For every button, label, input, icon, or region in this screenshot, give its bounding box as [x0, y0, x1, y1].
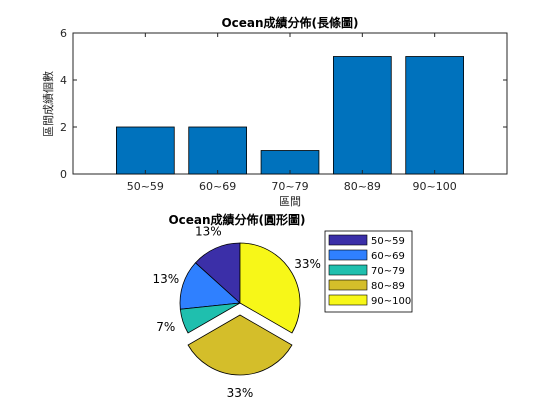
bar-marks	[116, 56, 465, 175]
pie-slice	[187, 314, 293, 376]
legend-entry: 90~100	[371, 296, 411, 307]
legend-swatch	[328, 234, 368, 246]
bar	[405, 56, 465, 175]
pie-slices	[179, 242, 301, 376]
legend-entry: 80~89	[371, 281, 405, 292]
bar-chart-title: Ocean成績分佈(長條圖)	[221, 15, 358, 30]
pie-labels: 13% 13% 7% 33% 33%	[152, 225, 320, 400]
bar-xlabel: 區間	[279, 195, 301, 208]
y-tick-label: 2	[60, 121, 67, 134]
x-tick-label: 90~100	[413, 180, 457, 193]
pie-percent-label: 7%	[156, 320, 175, 334]
y-tick-label: 4	[60, 74, 67, 87]
pie-chart-title: Ocean成績分佈(圓形圖)	[168, 212, 305, 227]
bar	[116, 126, 175, 175]
legend-entry: 70~79	[371, 266, 405, 277]
x-tick-label: 60~69	[199, 180, 236, 193]
legend-swatch	[328, 264, 368, 276]
y-tick-label: 6	[60, 27, 67, 40]
x-tick-label: 80~89	[344, 180, 381, 193]
bar	[188, 126, 248, 175]
pie-legend: 50~59 60~69 70~79 80~89 90~100	[324, 230, 413, 313]
x-tick-label: 50~59	[127, 180, 164, 193]
legend-entry: 50~59	[371, 236, 405, 247]
pie-percent-label: 33%	[227, 386, 254, 400]
bar-chart: Ocean成績分佈(長條圖) 50~59 60~69 70~79 80~89 90~10…	[41, 15, 508, 208]
pie-percent-label: 13%	[152, 272, 179, 286]
legend-swatch	[328, 249, 368, 261]
pie-chart: Ocean成績分佈(圓形圖) 13% 13% 7% 33% 33% 50~59 60~69…	[152, 212, 413, 400]
bar-ylabel: 區間成績個數	[41, 71, 55, 137]
y-tick-label: 0	[60, 168, 67, 181]
legend-swatch	[328, 279, 368, 291]
pie-slice	[239, 242, 301, 334]
pie-percent-label: 33%	[294, 257, 321, 271]
legend-entry: 60~69	[371, 251, 405, 262]
legend-swatch	[328, 294, 368, 306]
pie-slice	[179, 302, 241, 334]
bar-ticks: 50~59 60~69 70~79 80~89 90~100 0 2 4 6	[60, 27, 507, 193]
bar	[332, 56, 392, 175]
x-tick-label: 70~79	[271, 180, 308, 193]
pie-percent-label: 13%	[195, 225, 222, 239]
